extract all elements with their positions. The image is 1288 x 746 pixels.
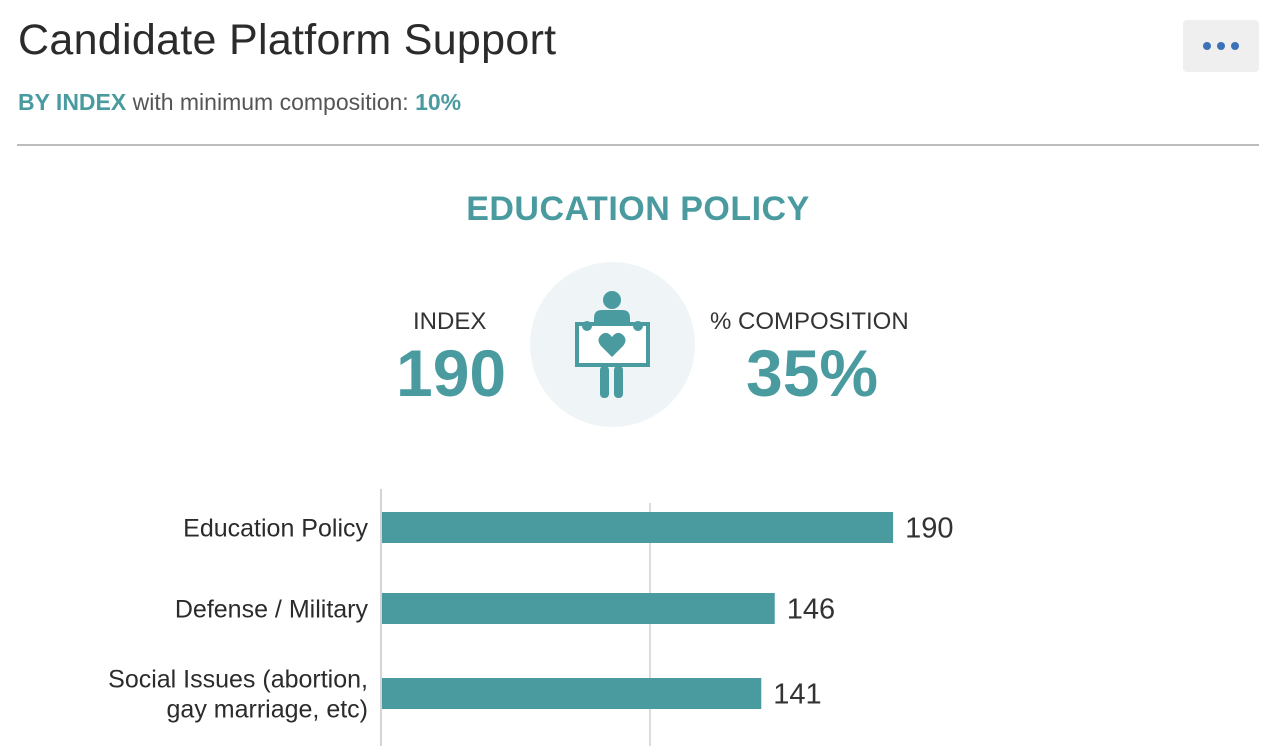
bar	[382, 678, 762, 709]
subtitle-text: with minimum composition:	[126, 89, 416, 115]
bar-value-label: 146	[787, 594, 835, 626]
person-holding-heart-sign-icon	[575, 291, 650, 398]
bar	[382, 593, 775, 624]
subtitle: BY INDEX with minimum composition: 10%	[18, 89, 461, 116]
category-label: Defense / Military	[175, 596, 369, 624]
platform-index-bar-chart: 190 Education Policy 146 Defense / Military…	[108, 489, 953, 746]
category-label: Social Issues (abortion, gay marriage, et…	[108, 666, 368, 724]
more-options-button[interactable]	[1183, 20, 1259, 72]
bar	[382, 512, 894, 543]
divider	[17, 144, 1259, 146]
highlight-title: EDUCATION POLICY	[466, 190, 810, 228]
bar-value-label: 190	[905, 513, 953, 545]
subtitle-min-composition: 10%	[415, 89, 462, 115]
index-label: INDEX	[413, 308, 487, 335]
bar-value-label: 141	[773, 679, 821, 711]
composition-value: 35%	[746, 336, 879, 410]
highlight-icon-circle	[530, 262, 695, 427]
more-horizontal-icon	[1203, 42, 1239, 50]
category-label: Education Policy	[183, 515, 368, 543]
index-value: 190	[396, 336, 507, 410]
subtitle-mode: BY INDEX	[18, 89, 127, 115]
composition-label: % COMPOSITION	[710, 308, 909, 335]
page-title: Candidate Platform Support	[18, 16, 557, 64]
